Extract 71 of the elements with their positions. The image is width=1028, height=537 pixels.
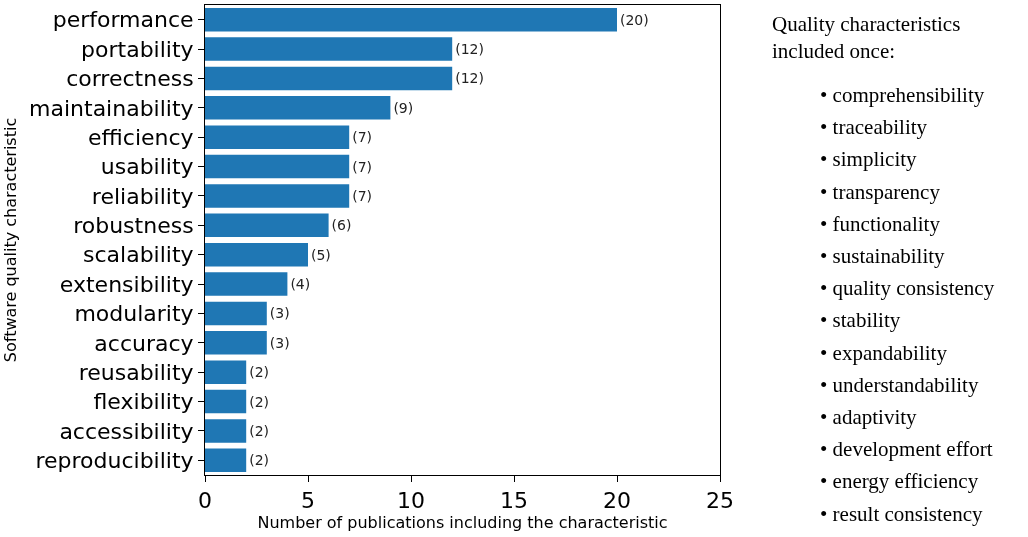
y-tick-label: extensibility	[59, 271, 194, 297]
y-tick-label: performance	[52, 7, 194, 33]
y-tick-label: accuracy	[94, 330, 194, 356]
y-tick-label: usability	[100, 154, 194, 180]
data-label: (6)	[331, 217, 352, 234]
data-label: (12)	[455, 41, 484, 58]
text: • simplicity	[820, 147, 918, 171]
x-tick-label: 20	[603, 488, 631, 514]
x-tick-label: 25	[706, 488, 734, 514]
x-tick-label: 5	[301, 488, 315, 514]
text: • traceability	[820, 115, 928, 139]
bar	[205, 7, 617, 32]
y-tick-label: reliability	[91, 183, 194, 209]
data-label: (2)	[249, 364, 270, 381]
text: • stability	[820, 308, 901, 332]
y-tick-label: robustness	[73, 213, 194, 239]
bar	[205, 184, 350, 208]
bar	[205, 448, 247, 473]
text: Quality characteristics included once:	[772, 12, 961, 64]
text: • understandability	[820, 373, 979, 397]
x-tick-label: 0	[198, 488, 212, 514]
x-tick-label: 15	[500, 488, 528, 514]
data-label: (3)	[269, 305, 290, 322]
data-label: (9)	[393, 99, 414, 116]
data-label: (20)	[620, 11, 649, 28]
data-label: (3)	[269, 334, 290, 351]
y-tick-label: maintainability	[29, 95, 194, 121]
y-tick-label: correctness	[66, 66, 194, 92]
y-axis-title: Software quality characteristic	[0, 117, 20, 363]
y-tick-label: scalability	[83, 242, 194, 268]
bar	[205, 154, 350, 179]
data-label: (7)	[352, 187, 373, 204]
x-axis-title: Number of publications including the characteristic	[257, 513, 668, 533]
text: • comprehensibility	[820, 83, 985, 107]
bar	[205, 125, 350, 149]
data-label: (2)	[249, 393, 270, 410]
text: • sustainability	[820, 244, 946, 268]
data-label: (4)	[290, 276, 311, 293]
bar	[205, 301, 267, 326]
text: • quality consistency	[820, 276, 995, 300]
bar	[205, 37, 453, 61]
bar	[205, 419, 247, 443]
data-label: (7)	[352, 129, 373, 146]
data-label: (12)	[455, 70, 484, 87]
bar	[205, 360, 247, 384]
bar	[205, 96, 391, 120]
text: • transparency	[820, 180, 941, 204]
bar	[205, 242, 308, 267]
bar	[205, 272, 288, 296]
data-label: (7)	[352, 158, 373, 175]
bar	[205, 66, 453, 91]
y-tick-label: portability	[81, 36, 194, 62]
y-tick-label: efficiency	[87, 124, 194, 150]
text: • expandability	[820, 341, 948, 365]
y-tick-label: reproducibility	[35, 448, 194, 474]
y-tick-label: reusability	[78, 359, 194, 385]
text: • result consistency	[820, 502, 983, 526]
data-label: (2)	[249, 422, 270, 439]
y-tick-label: accessibility	[59, 418, 194, 444]
bar	[205, 213, 329, 238]
text: • development effort	[820, 437, 993, 461]
bar	[205, 389, 247, 414]
text: • energy efficiency	[820, 469, 979, 493]
y-tick-label: flexibility	[93, 389, 194, 415]
data-label: (5)	[311, 246, 331, 263]
bar	[205, 331, 267, 355]
data-label: (2)	[249, 452, 270, 469]
text: • functionality	[820, 212, 941, 236]
y-tick-label: modularity	[74, 301, 194, 327]
text: • adaptivity	[820, 405, 918, 429]
x-tick-label: 10	[397, 488, 425, 514]
